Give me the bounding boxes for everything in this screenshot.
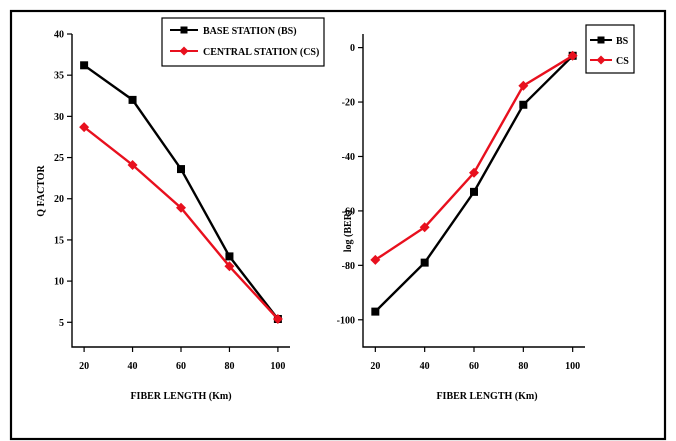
legend-label-base-station: BASE STATION (BS) [203, 26, 297, 37]
q-factor-x-tick-label: 100 [270, 361, 285, 372]
q-factor-y-tick-label: 10 [54, 277, 64, 288]
q-factor-y-tick-label: 35 [54, 71, 64, 82]
log-ber-x-axis-label: FIBER LENGTH (Km) [436, 391, 537, 402]
log-ber-x-tick-label: 20 [370, 361, 380, 372]
q-factor-x-ticks: 20 40 60 80 100 [79, 347, 285, 372]
log-ber-series [370, 50, 578, 316]
q-factor-x-tick-label: 20 [79, 361, 89, 372]
q-factor-series-line-central-station-cs [83, 126, 279, 320]
q-factor-point-central-station-cs [176, 202, 186, 213]
q-factor-legend: BASE STATION (BS) CENTRAL STATION (CS) [161, 17, 325, 67]
log-ber-x-tick-label: 40 [420, 361, 430, 372]
log-ber-y-tick-label: -20 [342, 98, 355, 109]
q-factor-point-central-station-cs [79, 122, 90, 133]
q-factor-y-tick-label: 30 [54, 112, 64, 123]
log-ber-y-axis-label: log (BER) [343, 210, 354, 253]
log-ber-y-tick-label: -80 [342, 261, 355, 272]
log-ber-y-tick-label: 0 [350, 43, 355, 54]
log-ber-point-bs [519, 100, 528, 109]
q-factor-point-base-station-bs [80, 61, 89, 70]
log-ber-y-ticks: 0 -20 -40 -60 -80 -100 [337, 43, 363, 326]
q-factor-series [79, 61, 283, 324]
figure-border [9, 9, 667, 441]
legend-marker-bs [597, 36, 605, 44]
log-ber-point-cs [567, 50, 578, 61]
log-ber-point-cs [370, 254, 381, 265]
q-factor-point-central-station-cs [127, 159, 138, 170]
log-ber-x-tick-label: 80 [518, 361, 528, 372]
log-ber-legend-box [585, 24, 635, 74]
q-factor-point-central-station-cs [224, 261, 235, 272]
log-ber-y-tick-label: -40 [342, 152, 355, 163]
q-factor-point-base-station-bs [177, 165, 185, 174]
legend-label-cs: CS [616, 56, 629, 67]
legend-label-central-station: CENTRAL STATION (CS) [203, 47, 319, 58]
log-ber-chart-axes [362, 34, 585, 348]
log-ber-chart: 0 -20 -40 -60 -80 -100 20 40 60 80 100 FIBER LENG… [337, 24, 635, 402]
log-ber-point-cs [469, 167, 479, 178]
q-factor-y-tick-label: 40 [54, 30, 64, 41]
q-factor-y-axis-label: Q FACTOR [36, 164, 47, 216]
legend-marker-central-station [179, 46, 189, 56]
q-factor-x-tick-label: 60 [176, 361, 186, 372]
q-factor-x-tick-label: 40 [128, 361, 138, 372]
log-ber-x-tick-label: 100 [565, 361, 580, 372]
q-factor-y-tick-label: 15 [54, 235, 64, 246]
log-ber-point-bs [420, 258, 429, 267]
q-factor-point-central-station-cs [272, 313, 283, 324]
q-factor-x-axis-label: FIBER LENGTH (Km) [130, 391, 231, 402]
q-factor-y-tick-label: 20 [54, 194, 64, 205]
q-factor-series-line-base-station-bs [83, 64, 279, 320]
q-factor-chart: 5 10 15 20 25 30 35 40 20 40 60 80 100 FIBER LENGTH… [36, 17, 325, 402]
q-factor-x-tick-label: 80 [224, 361, 234, 372]
log-ber-legend: BS CS [585, 24, 635, 74]
log-ber-series-line-bs [374, 54, 574, 313]
log-ber-point-bs [371, 307, 380, 316]
log-ber-y-tick-label: -100 [337, 315, 355, 326]
log-ber-point-cs [419, 222, 430, 233]
q-factor-chart-axes [71, 34, 290, 348]
q-factor-legend-box [161, 17, 325, 67]
log-ber-x-tick-label: 60 [469, 361, 479, 372]
q-factor-y-tick-label: 25 [54, 153, 64, 164]
legend-marker-cs [596, 55, 606, 65]
q-factor-y-ticks: 5 10 15 20 25 30 35 40 [54, 30, 72, 329]
q-factor-point-base-station-bs [225, 252, 234, 261]
log-ber-point-cs [518, 80, 529, 91]
log-ber-point-bs [470, 187, 478, 196]
q-factor-y-tick-label: 5 [59, 318, 64, 329]
legend-marker-base-station [180, 26, 188, 34]
legend-label-bs: BS [616, 36, 629, 47]
log-ber-x-ticks: 20 40 60 80 100 [370, 347, 580, 372]
q-factor-point-base-station-bs [128, 95, 137, 104]
log-ber-y-tick-label: -60 [342, 206, 355, 217]
